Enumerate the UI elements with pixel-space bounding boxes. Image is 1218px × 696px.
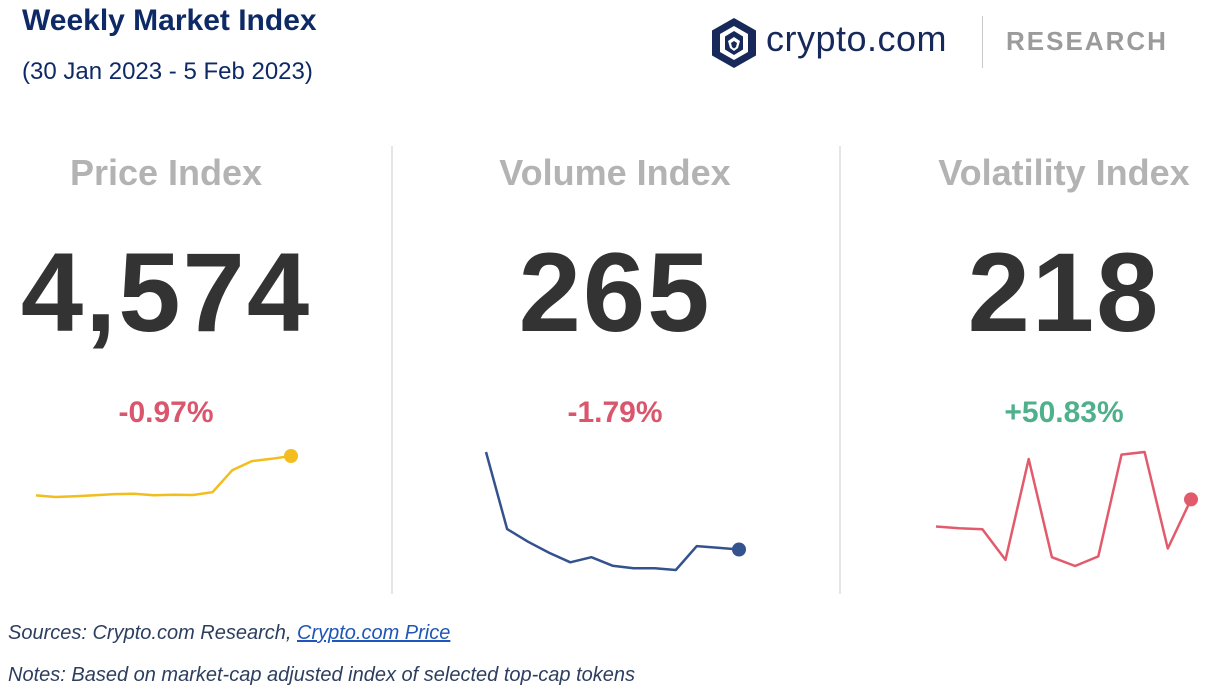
volatility-index-latest-point [1184, 492, 1198, 507]
date-range-subtitle: (30 Jan 2023 - 5 Feb 2023) [22, 58, 313, 85]
brand-divider [982, 16, 983, 68]
crypto-com-lion-shield-icon [712, 18, 756, 68]
volume-index-label: Volume Index [499, 152, 731, 193]
volume-index-sparkline [484, 451, 740, 572]
volume-index-panel: Volume Index 265 -1.79% [415, 140, 815, 580]
volatility-index-label: Volatility Index [938, 152, 1190, 193]
price-index-label: Price Index [69, 152, 263, 193]
volatility-index-panel: Volatility Index 218 +50.83% [864, 140, 1218, 580]
volume-index-change: -1.79% [567, 396, 663, 429]
price-index-value: 4,574 [20, 230, 312, 355]
sources-text: Sources: Crypto.com Research, [8, 622, 297, 644]
volatility-index-value: 218 [967, 230, 1161, 355]
brand-header: crypto.com RESEARCH [712, 16, 1182, 68]
volatility-index-sparkline [935, 450, 1193, 568]
panel-divider [391, 146, 393, 594]
brand-section-label: RESEARCH [1006, 26, 1168, 56]
volume-index-value: 265 [518, 230, 712, 355]
price-index-latest-point [284, 449, 298, 463]
price-index-sparkline [35, 454, 292, 499]
notes-text: Notes: Based on market-cap adjusted inde… [8, 664, 636, 686]
volume-index-latest-point [732, 542, 746, 557]
sources-note: Sources: Crypto.com Research, Crypto.com… [8, 622, 450, 645]
panel-divider [839, 146, 841, 594]
volatility-index-change: +50.83% [1004, 396, 1124, 429]
crypto-com-price-link[interactable]: Crypto.com Price [297, 622, 451, 644]
price-index-panel: Price Index 4,574 -0.97% [0, 140, 366, 580]
price-index-change: -0.97% [118, 396, 214, 429]
brand-name: crypto.com [766, 18, 948, 59]
page-title: Weekly Market Index [22, 4, 317, 37]
